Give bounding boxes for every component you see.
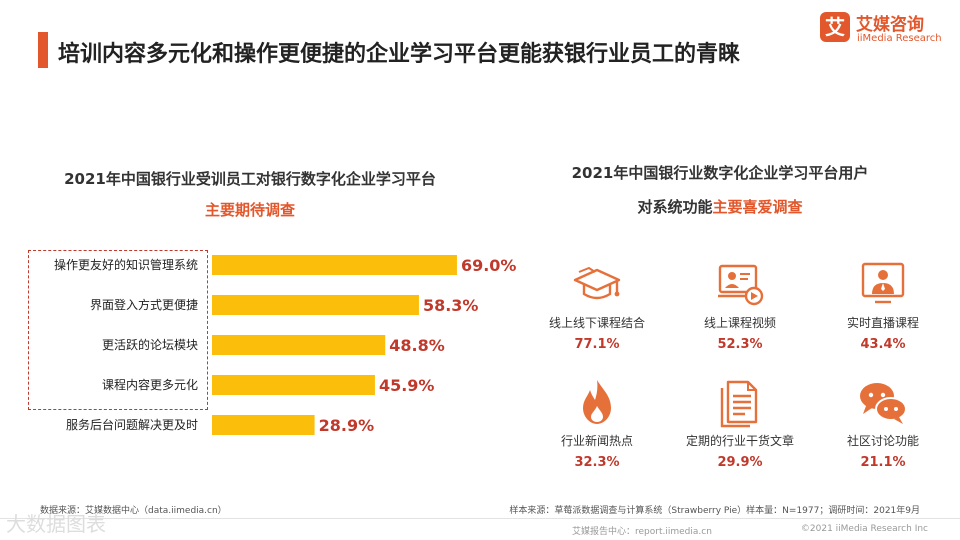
feature-value: 77.1% bbox=[574, 337, 620, 352]
feature-item-1: 线上课程视频 52.3% bbox=[670, 258, 810, 352]
live-presenter-icon bbox=[861, 262, 905, 304]
logo-name-cn: 艾媒咨询 bbox=[856, 15, 924, 35]
video-lecture-icon bbox=[718, 264, 764, 306]
page-title: 培训内容多元化和操作更便捷的企业学习平台更能获银行业员工的青睐 bbox=[58, 42, 741, 67]
feature-label: 线上课程视频 bbox=[703, 316, 776, 330]
feature-grid-subtitle-prefix: 对系统功能 bbox=[637, 198, 713, 216]
feature-label: 行业新闻热点 bbox=[560, 434, 633, 448]
iimedia-logo: 艾 艾媒咨询 iiMedia Research bbox=[820, 8, 942, 54]
report-center-link[interactable]: 艾媒报告中心：report.iimedia.cn bbox=[572, 527, 712, 537]
bar-category-label: 操作更友好的知识管理系统 bbox=[54, 257, 198, 272]
feature-item-4: 定期的行业干货文章 29.9% bbox=[670, 376, 810, 470]
bar-value-label: 69.0% bbox=[461, 256, 517, 275]
bar-category-label: 课程内容更多元化 bbox=[102, 377, 198, 392]
bar-category-label: 更活跃的论坛模块 bbox=[102, 337, 198, 352]
chat-bubbles-icon bbox=[860, 383, 907, 424]
highlight-dashed-box bbox=[28, 250, 208, 410]
logo-name-en: iiMedia Research bbox=[857, 33, 942, 44]
chart-subtitle: 主要期待调查 bbox=[204, 201, 295, 219]
document-icon bbox=[720, 380, 758, 428]
sample-source-note: 样本来源：草莓派数据调查与计算系统（Strawberry Pie）样本量：N=1… bbox=[509, 506, 920, 516]
data-source-note: 数据来源：艾媒数据中心（data.iimedia.cn） bbox=[40, 506, 227, 516]
bar bbox=[212, 255, 457, 275]
feature-label: 实时直播课程 bbox=[846, 316, 919, 330]
bar bbox=[212, 415, 315, 435]
watermark: 大数据图表 bbox=[6, 512, 106, 536]
feature-grid-title: 2021年中国银行业数字化企业学习平台用户 bbox=[571, 164, 869, 182]
graduation-cap-icon bbox=[573, 266, 621, 300]
feature-item-0: 线上线下课程结合 77.1% bbox=[527, 258, 667, 352]
bar bbox=[212, 335, 386, 355]
feature-label: 线上线下课程结合 bbox=[548, 316, 645, 330]
feature-label: 定期的行业干货文章 bbox=[685, 434, 794, 448]
feature-item-5: 社区讨论功能 21.1% bbox=[813, 376, 953, 470]
bar-value-label: 28.9% bbox=[319, 416, 375, 435]
feature-value: 29.9% bbox=[717, 455, 763, 470]
feature-label: 社区讨论功能 bbox=[846, 434, 919, 448]
bar-value-label: 45.9% bbox=[379, 376, 435, 395]
bar-value-label: 48.8% bbox=[389, 336, 445, 355]
bar-category-label: 界面登入方式更便捷 bbox=[90, 297, 198, 312]
feature-value: 21.1% bbox=[860, 455, 906, 470]
copyright-text: ©2021 iiMedia Research Inc bbox=[800, 524, 928, 534]
title-accent-bar bbox=[38, 32, 48, 68]
bar-value-label: 58.3% bbox=[423, 296, 479, 315]
chart-title: 2021年中国银行业受训员工对银行数字化企业学习平台 bbox=[64, 170, 436, 188]
feature-item-2: 实时直播课程 43.4% bbox=[813, 258, 953, 352]
feature-value: 43.4% bbox=[860, 337, 906, 352]
feature-grid-subtitle-highlight: 主要喜爱调查 bbox=[712, 198, 803, 216]
bar bbox=[212, 375, 375, 395]
flame-icon bbox=[583, 380, 611, 424]
footer-divider bbox=[0, 518, 960, 519]
bar-category-label: 服务后台问题解决更及时 bbox=[66, 417, 198, 432]
logo-mark-icon: 艾 bbox=[820, 12, 850, 42]
bar-chart: 操作更友好的知识管理系统 69.0% 界面登入方式更便捷 58.3% 更活跃的论坛模块 4… bbox=[54, 255, 517, 435]
bar bbox=[212, 295, 419, 315]
feature-value: 52.3% bbox=[717, 337, 763, 352]
feature-grid-subtitle: 对系统功能主要喜爱调查 bbox=[520, 196, 920, 217]
feature-item-3: 行业新闻热点 32.3% bbox=[527, 376, 667, 470]
feature-value: 32.3% bbox=[574, 455, 620, 470]
